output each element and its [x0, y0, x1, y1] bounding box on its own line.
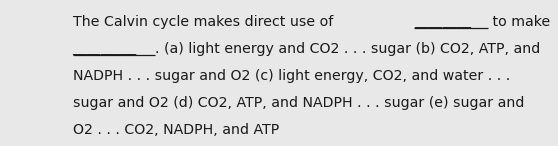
Text: ________: ________ — [414, 15, 471, 29]
Text: O2 . . . CO2, NADPH, and ATP: O2 . . . CO2, NADPH, and ATP — [73, 123, 279, 137]
Text: to make: to make — [488, 15, 550, 29]
Text: NADPH . . . sugar and O2 (c) light energy, CO2, and water . . .: NADPH . . . sugar and O2 (c) light energ… — [73, 69, 510, 83]
Text: _________: _________ — [73, 42, 137, 56]
Text: . (a) light energy and CO2 . . . sugar (b) CO2, ATP, and: . (a) light energy and CO2 . . . sugar (… — [155, 42, 541, 56]
Text: sugar and O2 (d) CO2, ATP, and NADPH . . . sugar (e) sugar and: sugar and O2 (d) CO2, ATP, and NADPH . .… — [73, 96, 524, 110]
Text: The Calvin cycle makes direct use of: The Calvin cycle makes direct use of — [73, 15, 337, 29]
